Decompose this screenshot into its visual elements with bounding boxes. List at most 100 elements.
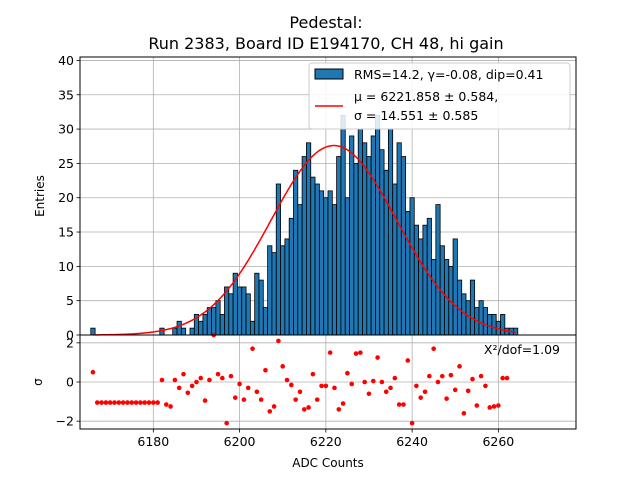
residual-point <box>414 383 419 389</box>
histogram-bar <box>228 293 234 336</box>
residual-point <box>439 373 445 379</box>
residual-point <box>491 404 497 409</box>
top-y-tick-label: 20 <box>58 190 74 205</box>
histogram-bar <box>327 190 333 336</box>
residual-point <box>379 379 385 385</box>
residual-point <box>99 400 104 405</box>
residual-point <box>129 400 135 405</box>
residual-point <box>366 391 372 397</box>
residual-point <box>483 383 488 389</box>
residual-point <box>461 411 467 416</box>
histogram-bar <box>344 197 350 336</box>
residual-point <box>362 379 367 385</box>
residual-point <box>151 400 156 405</box>
histogram-bar <box>469 279 476 336</box>
top-y-tick-label: 30 <box>58 122 74 137</box>
histogram-bar <box>331 204 338 336</box>
histogram-bar <box>198 320 204 336</box>
residual-point <box>241 397 247 402</box>
histogram-bar <box>254 272 260 336</box>
residual-point <box>194 379 199 385</box>
top-y-tick-label: 15 <box>58 225 74 240</box>
histogram-bar <box>323 197 329 336</box>
residual-point <box>280 364 286 369</box>
bottom-y-tick-label: 2 <box>66 335 74 350</box>
histogram-bar <box>215 300 221 336</box>
residual-point <box>314 397 320 402</box>
residual-point <box>310 371 316 377</box>
residual-point <box>103 400 109 405</box>
legend-box: RMS=14.2, γ=-0.08, dip=0.41 μ = 6221.858… <box>308 62 571 130</box>
x-tick-label: 6200 <box>224 434 256 449</box>
residual-point <box>146 400 152 405</box>
residual-point <box>263 367 268 373</box>
residual-point <box>159 377 165 383</box>
residual-point <box>207 377 212 383</box>
histogram-bar <box>245 293 251 336</box>
histogram-bar <box>452 238 458 336</box>
legend-hist-swatch <box>314 68 344 80</box>
bottom-y-tick-label: 0 <box>66 375 74 390</box>
histogram-bar <box>396 142 402 336</box>
bottom-y-ticks: −2 0 2 <box>56 335 80 429</box>
histogram-bar <box>353 162 359 336</box>
histogram-bar <box>478 300 484 336</box>
histogram-bar <box>306 142 312 336</box>
top-y-tick-label: 35 <box>58 87 74 102</box>
histogram-bar <box>431 259 437 336</box>
residual-point <box>323 383 329 389</box>
residual-point <box>427 373 432 379</box>
chi2-label: X²/dof=1.09 <box>484 342 560 357</box>
residual-point <box>142 400 147 405</box>
histogram-bar <box>314 183 320 336</box>
histogram-bar <box>413 224 419 336</box>
residual-point <box>401 402 406 407</box>
histogram-bar <box>288 217 294 336</box>
residual-point <box>349 381 355 387</box>
y-axis-label-sigma: σ <box>31 378 45 386</box>
residual-point <box>250 346 255 352</box>
residual-point <box>198 375 204 381</box>
top-y-tick-label: 5 <box>66 293 74 308</box>
histogram-bar <box>422 224 428 336</box>
residual-point <box>297 389 303 395</box>
histogram-bar <box>224 286 230 336</box>
residual-point <box>245 385 251 391</box>
residual-point <box>452 387 458 393</box>
residual-point <box>353 351 359 356</box>
histogram-bar <box>349 135 355 336</box>
histogram-bar <box>258 279 264 336</box>
histogram-bar <box>202 314 208 336</box>
residual-point <box>444 396 449 401</box>
histogram-bar <box>383 169 389 336</box>
residual-point <box>435 379 441 385</box>
residual-point <box>405 358 411 363</box>
histogram-bar <box>482 307 488 336</box>
residual-point <box>276 338 281 344</box>
histogram-bar <box>219 314 225 336</box>
histogram-bar <box>318 190 325 336</box>
residual-point <box>358 350 363 355</box>
chart-title-line2: Run 2383, Board ID E194170, CH 48, hi ga… <box>148 34 503 53</box>
histogram-bar <box>267 245 273 336</box>
residual-point <box>133 400 139 405</box>
top-y-tick-label: 10 <box>58 259 74 274</box>
residual-point <box>301 407 307 412</box>
residual-point <box>237 381 242 387</box>
histogram-bar <box>362 142 368 336</box>
x-tick-label: 6260 <box>482 434 514 449</box>
histogram-bar <box>379 149 385 336</box>
histogram-bar <box>249 320 256 336</box>
residual-point <box>375 355 380 360</box>
histogram-bars <box>90 114 519 336</box>
histogram-bar <box>310 176 316 336</box>
histogram-bar <box>211 307 217 336</box>
residual-point <box>168 404 173 409</box>
x-axis-label: ADC Counts <box>292 456 364 470</box>
residual-point <box>457 364 462 369</box>
x-tick-label: 6220 <box>310 434 342 449</box>
residual-point <box>383 389 389 395</box>
residual-point <box>94 400 100 405</box>
residual-point <box>431 346 436 352</box>
histogram-bar <box>409 197 415 336</box>
